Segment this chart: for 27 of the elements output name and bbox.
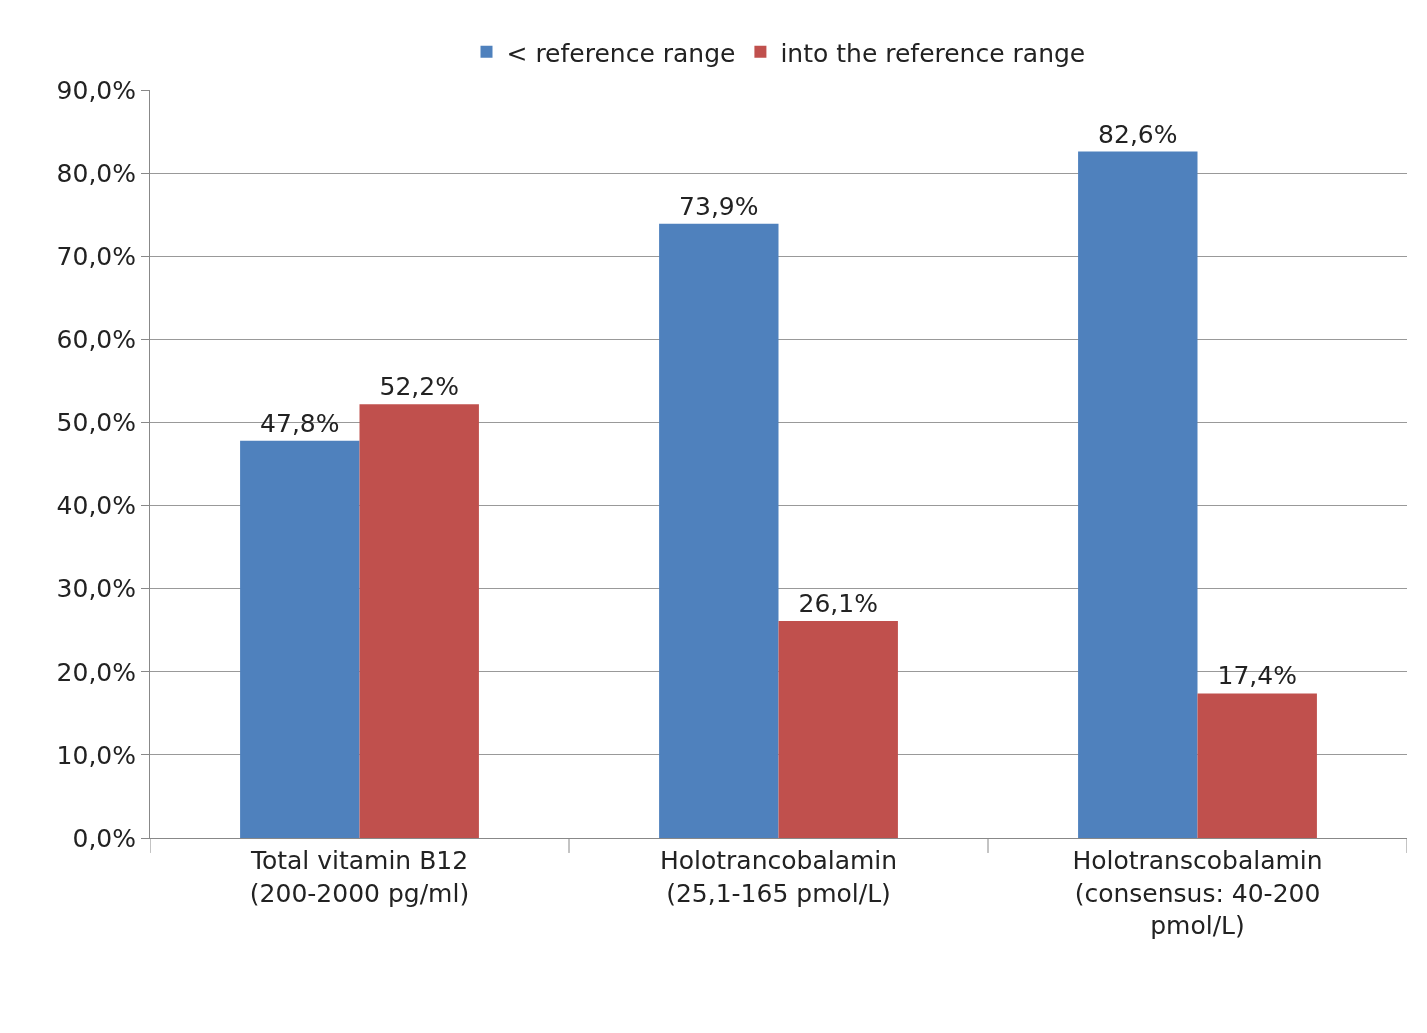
y-tick-label: 90,0% — [56, 75, 136, 105]
data-label: 26,1% — [798, 589, 878, 619]
y-tick-label: 30,0% — [56, 574, 136, 604]
y-tick-label: 0,0% — [72, 823, 136, 853]
bar — [1197, 693, 1317, 838]
data-label: 82,6% — [1098, 119, 1178, 149]
y-tick-label: 50,0% — [56, 408, 136, 438]
bar — [659, 223, 779, 838]
data-label: 52,2% — [379, 372, 459, 402]
bar — [1078, 151, 1198, 838]
y-tick-label: 60,0% — [56, 325, 136, 355]
x-tick-label: Holotrancobalamin (25,1-165 pmol/L) — [659, 846, 898, 908]
y-tick-label: 70,0% — [56, 241, 136, 271]
data-label: 17,4% — [1217, 661, 1297, 691]
x-tick-label: Total vitamin B12 (200-2000 pg/ml) — [249, 846, 470, 908]
data-label: 73,9% — [679, 191, 759, 221]
y-tick-label: 10,0% — [56, 740, 136, 770]
bar — [240, 440, 360, 838]
bar — [778, 621, 898, 838]
legend-label: < reference range — [506, 38, 736, 68]
legend-label: into the reference range — [780, 38, 1086, 68]
y-tick-label: 20,0% — [56, 657, 136, 687]
y-tick-label: 40,0% — [56, 491, 136, 521]
data-label: 47,8% — [260, 408, 340, 438]
y-tick-label: 80,0% — [56, 158, 136, 188]
bar — [359, 404, 479, 838]
x-tick-label: Holotranscobalamin (consensus: 40-200 pmol/L) — [1072, 846, 1323, 940]
